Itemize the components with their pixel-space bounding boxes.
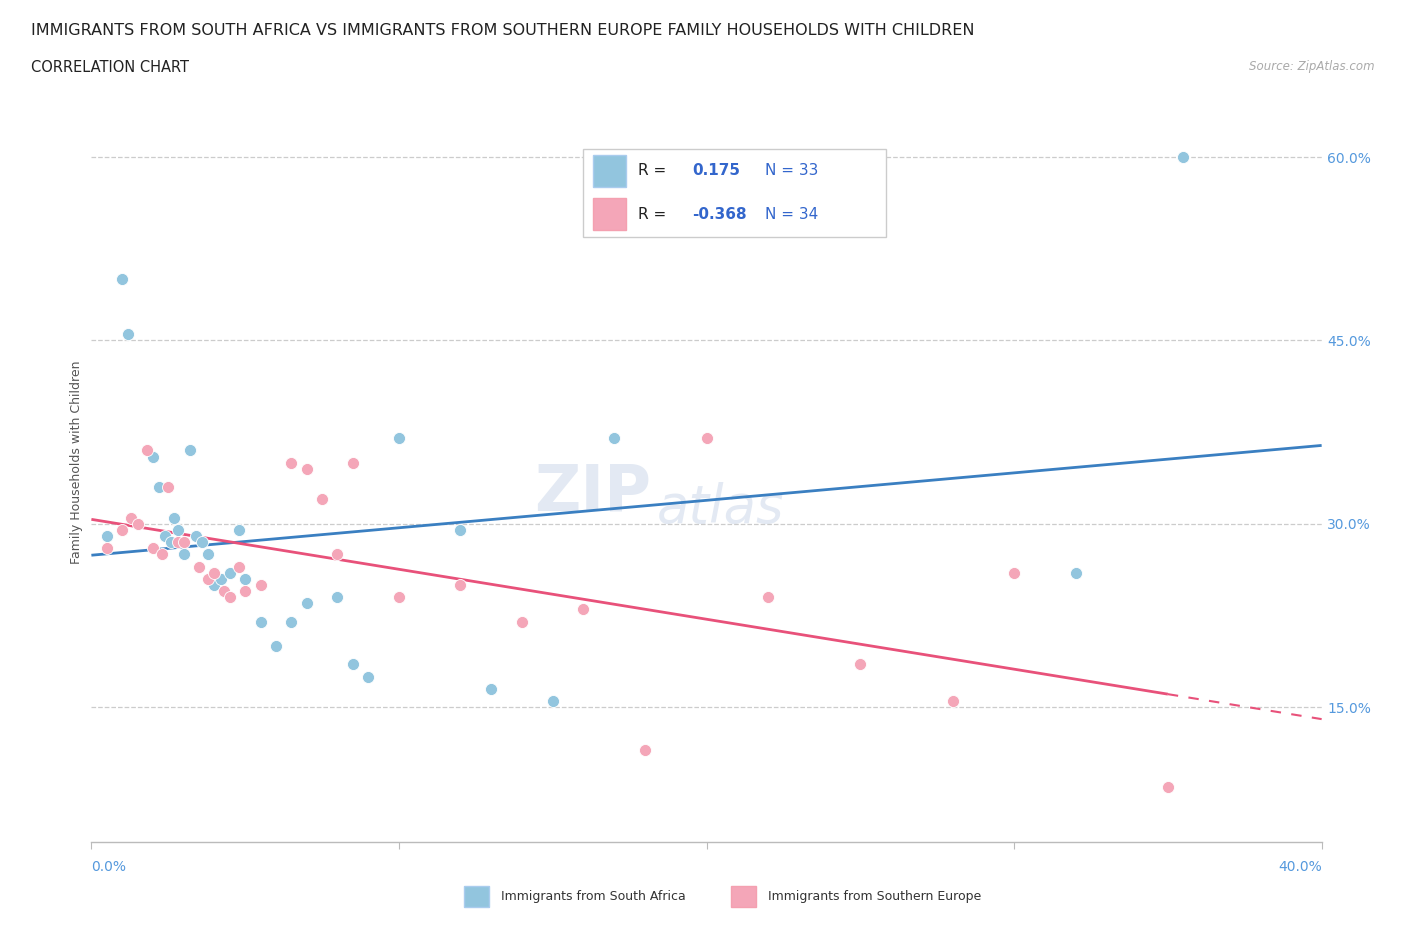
FancyBboxPatch shape (583, 149, 886, 237)
Point (510, 614, 533, 629)
Point (756, 590, 779, 604)
Point (249, 614, 271, 629)
Point (96, 541, 118, 556)
Point (191, 535, 214, 550)
Point (449, 578, 471, 592)
Point (188, 559, 211, 574)
Point (209, 571, 232, 586)
Point (849, 657, 872, 671)
Point (280, 614, 302, 629)
Point (184, 528, 207, 543)
Point (228, 523, 250, 538)
Text: N = 33: N = 33 (765, 164, 818, 179)
Bar (592, 155, 626, 187)
Text: atlas: atlas (657, 482, 785, 534)
Point (1173, 150, 1195, 165)
Bar (592, 198, 626, 230)
Text: -0.368: -0.368 (692, 206, 747, 221)
Point (160, 535, 183, 550)
Point (150, 547, 173, 562)
Point (696, 431, 718, 445)
Point (228, 559, 250, 574)
Point (120, 511, 142, 525)
Text: IMMIGRANTS FROM SOUTH AFRICA VS IMMIGRANTS FROM SOUTHERN EUROPE FAMILY HOUSEHOLD: IMMIGRANTS FROM SOUTH AFRICA VS IMMIGRAN… (31, 23, 974, 38)
Text: R =: R = (638, 164, 666, 179)
Point (117, 326, 139, 341)
Point (173, 535, 195, 550)
Text: N = 34: N = 34 (765, 206, 818, 221)
Point (135, 443, 157, 458)
Point (166, 523, 188, 538)
Point (173, 547, 195, 562)
Point (449, 523, 471, 538)
Text: R =: R = (638, 206, 666, 221)
Point (179, 443, 201, 458)
Text: 0.0%: 0.0% (91, 860, 127, 874)
Point (311, 492, 333, 507)
Point (342, 657, 364, 671)
Point (163, 511, 186, 525)
Text: 0.175: 0.175 (692, 164, 741, 179)
Point (572, 602, 595, 617)
Point (218, 565, 240, 580)
Point (96, 528, 118, 543)
Point (166, 535, 188, 550)
Point (326, 547, 349, 562)
Point (249, 578, 271, 592)
Point (197, 571, 219, 586)
Text: Immigrants from Southern Europe: Immigrants from Southern Europe (768, 890, 981, 903)
Point (111, 523, 134, 538)
Point (202, 565, 225, 580)
Point (634, 742, 657, 757)
Point (280, 456, 302, 471)
Point (233, 571, 256, 586)
Point (295, 596, 318, 611)
Point (153, 528, 177, 543)
Point (388, 590, 411, 604)
Point (1002, 565, 1025, 580)
Point (942, 694, 965, 709)
Point (233, 584, 256, 599)
Point (342, 456, 364, 471)
Point (142, 449, 165, 464)
Point (127, 516, 149, 531)
Point (218, 590, 240, 604)
Point (142, 541, 165, 556)
Point (111, 272, 134, 286)
Point (264, 639, 287, 654)
Text: Immigrants from South Africa: Immigrants from South Africa (501, 890, 685, 903)
Point (388, 431, 411, 445)
Point (326, 590, 349, 604)
Point (157, 480, 180, 495)
Point (479, 682, 502, 697)
Point (603, 431, 626, 445)
Text: ZIP: ZIP (534, 462, 651, 524)
Point (295, 461, 318, 476)
Point (1064, 565, 1087, 580)
Point (148, 480, 170, 495)
Point (1157, 779, 1180, 794)
Point (541, 694, 564, 709)
Text: CORRELATION CHART: CORRELATION CHART (31, 60, 188, 75)
Point (197, 547, 219, 562)
Text: 40.0%: 40.0% (1278, 860, 1322, 874)
Point (212, 584, 235, 599)
Text: Source: ZipAtlas.com: Source: ZipAtlas.com (1250, 60, 1375, 73)
Point (357, 670, 380, 684)
Y-axis label: Family Households with Children: Family Households with Children (70, 361, 83, 565)
Point (202, 578, 225, 592)
